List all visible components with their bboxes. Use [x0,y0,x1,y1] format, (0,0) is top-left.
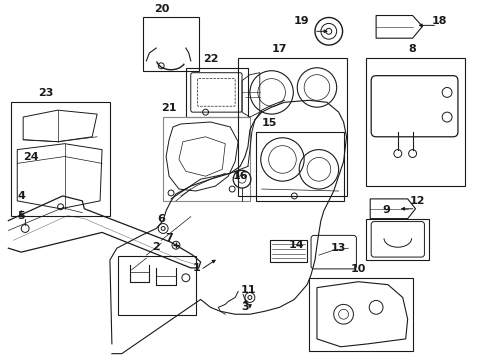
Text: 19: 19 [293,17,308,26]
Text: 21: 21 [161,103,177,113]
Text: 20: 20 [154,4,169,14]
Text: 10: 10 [350,264,366,274]
Text: 4: 4 [17,191,25,201]
Text: 17: 17 [271,44,286,54]
Bar [185,68,247,117]
Bar [308,278,412,351]
Text: 8: 8 [408,44,416,54]
Text: 24: 24 [23,152,39,162]
Bar [269,240,306,262]
Text: 13: 13 [330,243,346,253]
Bar [143,18,198,71]
Text: 23: 23 [38,88,53,98]
Bar [11,102,110,216]
Bar [163,117,249,201]
Text: 11: 11 [240,285,255,294]
Text: 6: 6 [157,213,165,224]
Bar [255,132,343,201]
Bar [366,58,464,186]
Text: 9: 9 [381,205,389,215]
Text: 22: 22 [203,54,218,64]
Text: 12: 12 [409,196,425,206]
Text: 5: 5 [18,211,25,221]
Text: 3: 3 [241,302,248,312]
Bar [118,256,195,315]
Text: 18: 18 [430,17,446,26]
Text: 2: 2 [152,242,160,252]
Bar [366,219,428,260]
Text: 1: 1 [192,263,200,273]
Text: 7: 7 [165,233,173,243]
Text: 14: 14 [288,240,304,250]
Bar [238,58,346,196]
Text: 16: 16 [232,171,247,181]
Text: 15: 15 [262,118,277,128]
